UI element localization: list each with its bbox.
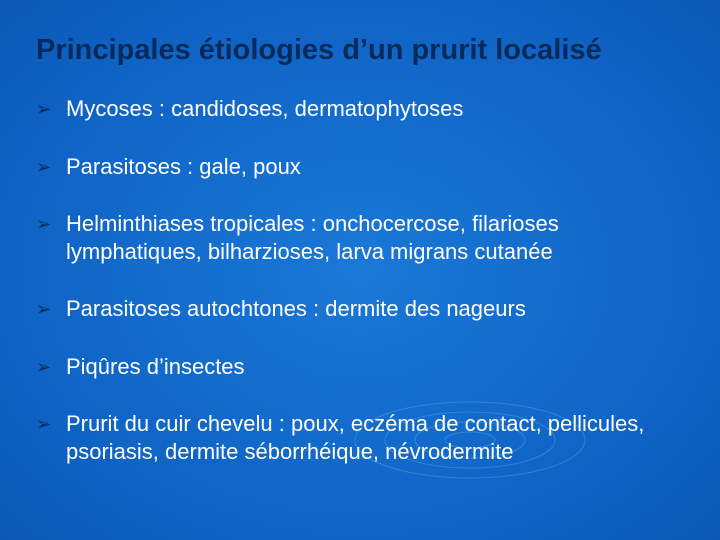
list-item-text: Parasitoses autochtones : dermite des na… xyxy=(66,296,526,321)
list-item: Mycoses : candidoses, dermatophytoses xyxy=(36,95,684,123)
slide-container: Principales étiologies d’un prurit local… xyxy=(0,0,720,540)
list-item-text: Piqûres d’insectes xyxy=(66,354,245,379)
list-item-text: Mycoses : candidoses, dermatophytoses xyxy=(66,96,463,121)
list-item: Prurit du cuir chevelu : poux, eczéma de… xyxy=(36,410,684,465)
list-item: Helminthiases tropicales : onchocercose,… xyxy=(36,210,684,265)
list-item: Parasitoses autochtones : dermite des na… xyxy=(36,295,684,323)
bullet-list: Mycoses : candidoses, dermatophytoses Pa… xyxy=(36,95,684,465)
slide-title: Principales étiologies d’un prurit local… xyxy=(36,34,684,67)
list-item-text: Helminthiases tropicales : onchocercose,… xyxy=(66,211,559,264)
list-item: Piqûres d’insectes xyxy=(36,353,684,381)
list-item: Parasitoses : gale, poux xyxy=(36,153,684,181)
list-item-text: Prurit du cuir chevelu : poux, eczéma de… xyxy=(66,411,644,464)
list-item-text: Parasitoses : gale, poux xyxy=(66,154,301,179)
